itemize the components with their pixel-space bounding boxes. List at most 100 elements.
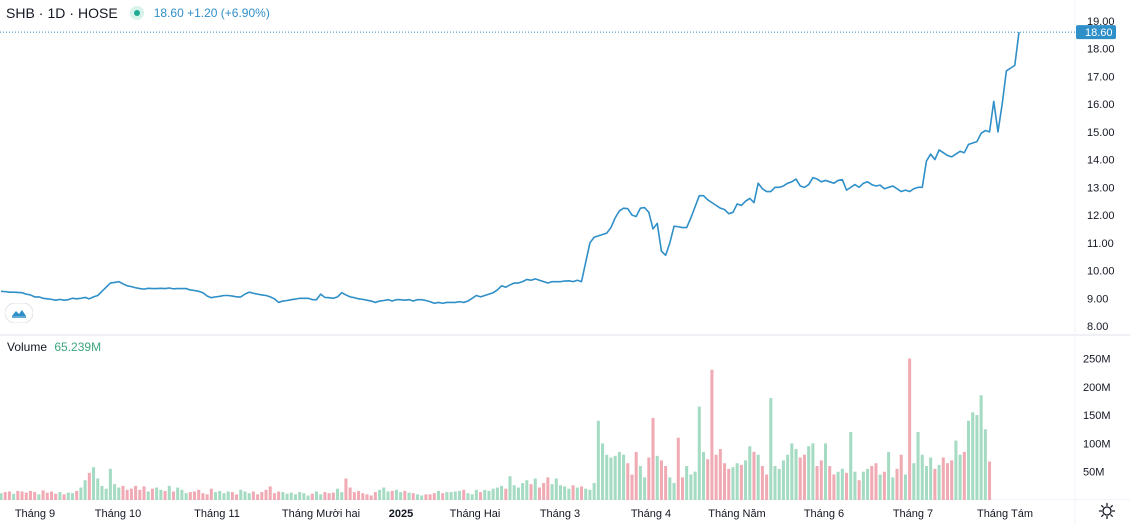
volume-bar [929,457,933,500]
volume-bar [752,451,756,500]
volume-bar [495,487,499,500]
market-status-icon [129,6,144,20]
volume-bar [777,468,781,500]
volume-bar [958,454,962,500]
volume-bar [760,466,764,500]
volume-bar [525,480,529,500]
volume-bar [142,486,146,500]
volume-bar [592,483,596,500]
volume-bar [887,451,891,500]
volume-bar [596,420,600,500]
volume-bar [117,487,121,500]
volume-bar [967,420,971,500]
volume-bar [378,489,382,500]
volume-bar [735,463,739,500]
volume-bar [104,488,108,500]
volume-bar [613,455,617,500]
volume-bar [293,494,297,500]
volume-bar [390,490,394,500]
volume-bar [533,478,537,500]
volume-bar [558,485,562,500]
volume-bar [832,474,836,500]
volume-bar [415,494,419,500]
volume-bar [239,489,243,500]
volume-bar [756,454,760,500]
separator-dot: · [69,5,75,21]
volume-bar [411,493,415,500]
volume-bar [609,457,613,500]
time-axis-label: Tháng 11 [194,508,240,520]
volume-bar [407,492,411,500]
volume-bar [483,489,487,500]
volume-bar [903,474,907,500]
volume-bar [75,490,79,500]
volume-bar [941,457,945,500]
volume-bar [336,488,340,500]
gear-icon[interactable] [1098,502,1116,520]
volume-bar [256,494,260,500]
volume-bar [823,443,828,500]
volume-bar [924,466,928,500]
volume-bar [197,489,201,500]
volume-bar [689,474,693,500]
volume-legend: Volume 65.239M [7,340,101,354]
volume-bar [331,492,335,500]
volume-bar [575,487,579,500]
volume-bar [163,490,167,500]
volume-bar [815,466,819,500]
volume-bar [96,478,100,500]
price-axis-tick-label: 17.00 [1087,71,1115,83]
volume-bar [769,398,773,500]
volume-bar [441,493,445,500]
volume-bar [281,492,285,500]
volume-bar [214,492,218,500]
volume-bar [369,495,373,500]
volume-bar [643,477,647,500]
volume-bar [701,451,706,500]
volume-bar [748,446,752,500]
volume-bar [811,443,815,500]
volume-bar [428,494,432,500]
volume-bar [155,487,159,500]
volume-bar [45,492,49,500]
volume-bar [710,369,714,500]
volume-bar [601,443,605,500]
volume-bar [289,492,293,500]
volume-bar [251,491,255,500]
volume-bar [504,488,508,500]
volume-bar [365,494,369,500]
volume-bar [285,493,289,500]
volume-bar [344,478,348,500]
volume-bar [192,491,197,500]
volume-bar [188,492,192,500]
volume-bar [159,489,163,500]
volume-bar [386,491,390,500]
volume-bar [403,490,407,500]
volume-bar [908,358,912,500]
symbol-legend: SHB · 1D · HOSE 18.60 +1.20 (+6.90%) [6,5,270,21]
volume-bar [470,494,474,500]
price-series-line[interactable] [0,31,1020,305]
volume-bar [706,459,710,500]
volume-bar [550,484,554,500]
tradingview-logo-icon[interactable] [4,302,34,324]
volume-bar [24,492,28,500]
volume-label[interactable]: Volume [7,340,48,354]
volume-bar [310,493,314,500]
volume-bar [617,451,621,500]
volume-bar [382,487,386,500]
volume-bar [828,466,832,500]
volume-bar [121,485,125,500]
volume-bar [58,492,62,500]
volume-bar [201,493,205,500]
symbol-label[interactable]: SHB [6,5,35,21]
interval-label[interactable]: 1D [47,5,66,21]
volume-bar [453,491,457,500]
volume-bar [230,492,234,500]
volume-bar [950,460,954,500]
volume-bar [580,486,584,500]
volume-bar [171,491,175,500]
volume-bar [62,494,66,500]
